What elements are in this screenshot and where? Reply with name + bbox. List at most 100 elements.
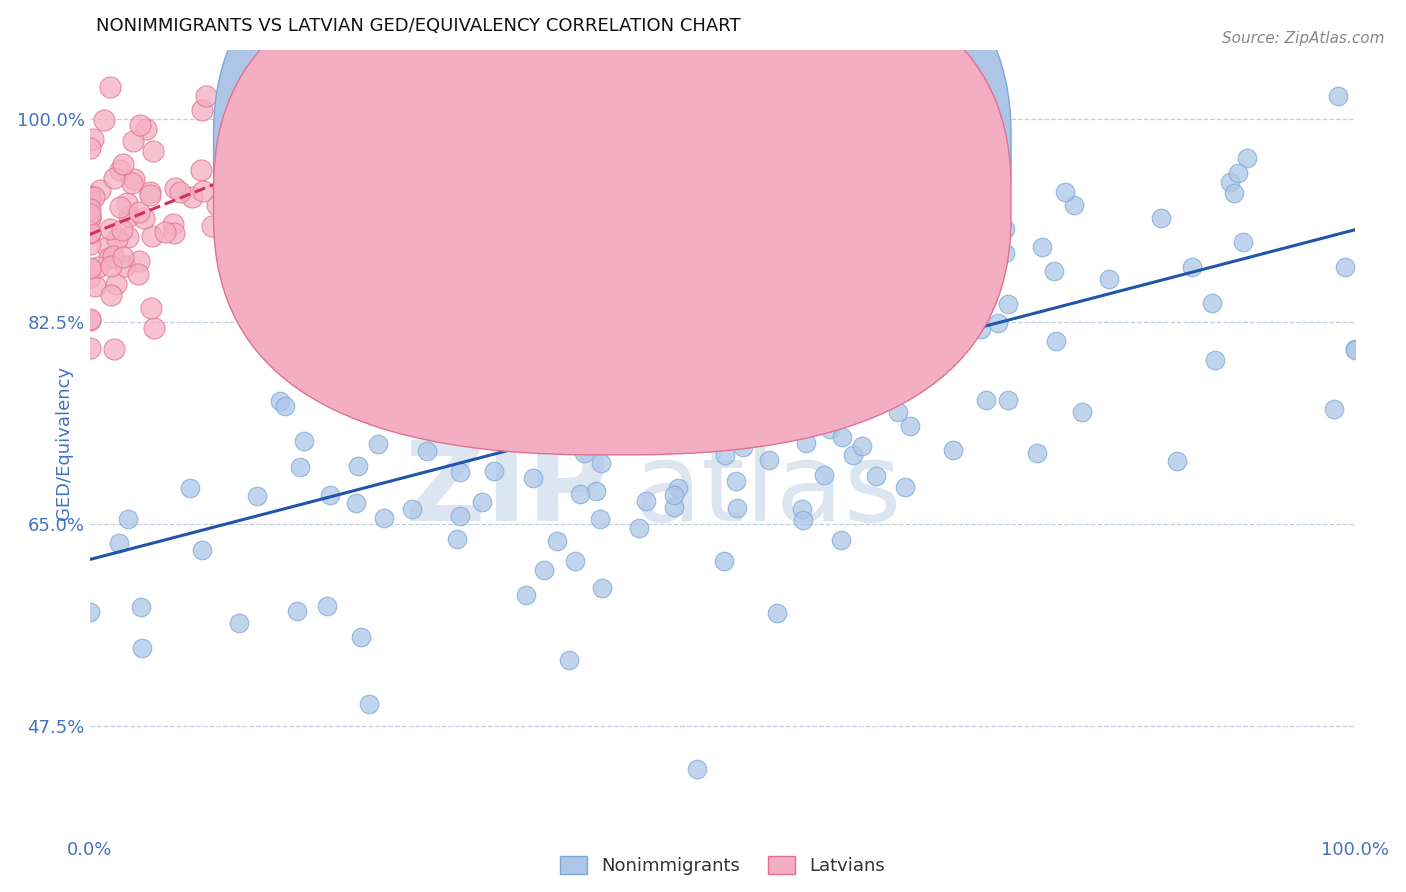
Point [131,640,153,655]
Point [693,329,716,343]
Point [665,108,688,122]
Point [143,321,166,335]
Point [96,239,118,253]
Point [142,144,165,158]
Point [117,512,139,526]
Point [79,211,101,225]
Point [572,446,595,460]
Point [285,604,308,618]
Point [515,588,537,602]
Point [1166,454,1188,468]
Point [128,118,150,132]
Point [79,141,101,155]
Point [994,246,1017,260]
FancyBboxPatch shape [214,0,1011,455]
Point [846,383,869,397]
Text: ZIP: ZIP [405,437,609,544]
Point [564,554,586,568]
Point [207,198,229,212]
Point [818,188,841,202]
Text: N = 158: N = 158 [779,140,866,159]
Point [108,200,131,214]
Point [1236,151,1258,165]
Point [153,225,176,239]
Point [820,421,842,435]
Point [768,398,790,412]
Point [557,653,579,667]
Point [83,190,105,204]
Point [578,368,600,382]
Point [790,501,813,516]
Point [984,257,1007,271]
Point [725,501,748,516]
Point [446,533,468,547]
Point [191,184,214,198]
Point [402,384,425,398]
Point [124,172,146,186]
Point [589,512,612,526]
Point [841,448,863,462]
Point [1232,235,1254,249]
Point [808,281,831,295]
Point [112,157,135,171]
Point [387,227,409,241]
Text: Source: ZipAtlas.com: Source: ZipAtlas.com [1222,31,1385,46]
Point [83,279,105,293]
Point [121,176,143,190]
Point [755,226,778,240]
Point [849,266,872,280]
Point [111,223,134,237]
Point [803,353,825,368]
Point [901,205,924,219]
Point [738,250,761,264]
Point [634,493,657,508]
Point [79,210,101,224]
Point [79,192,101,206]
Point [1150,211,1173,225]
Point [603,340,626,354]
Point [1063,198,1085,212]
Point [93,113,115,128]
Point [662,282,685,296]
Point [841,400,863,414]
Point [830,274,852,288]
Point [79,270,101,285]
Point [98,79,121,94]
Point [522,384,544,398]
Point [104,277,127,292]
Point [569,487,592,501]
Point [347,459,370,474]
Point [129,599,152,614]
Point [1333,260,1355,274]
Point [700,360,723,375]
Point [367,437,389,451]
Point [105,231,128,245]
Point [100,260,122,274]
Point [139,185,162,199]
Point [1071,405,1094,419]
Point [714,448,737,462]
Point [980,280,1002,294]
Point [100,288,122,302]
Point [79,313,101,327]
Point [1181,260,1204,274]
Point [194,88,217,103]
Point [772,327,794,342]
Point [922,165,945,179]
Point [831,430,853,444]
Point [179,481,201,495]
Point [855,279,877,293]
Point [79,207,101,221]
Point [585,483,607,498]
Point [292,434,315,449]
Point [1323,401,1346,416]
Point [79,342,101,356]
Point [894,480,917,494]
Point [628,521,651,535]
Point [509,334,531,348]
Point [117,195,139,210]
Point [987,316,1010,330]
Point [886,348,908,362]
Point [929,213,952,227]
Point [471,495,494,509]
